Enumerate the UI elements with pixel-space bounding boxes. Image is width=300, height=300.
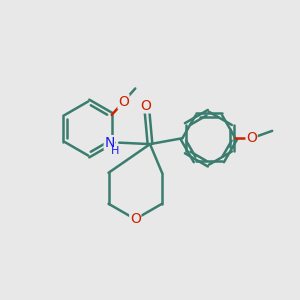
Text: O: O <box>246 131 257 145</box>
Text: N: N <box>104 136 115 150</box>
Text: O: O <box>130 212 141 226</box>
Text: O: O <box>140 99 151 113</box>
Text: H: H <box>110 146 119 156</box>
Text: O: O <box>118 95 129 109</box>
